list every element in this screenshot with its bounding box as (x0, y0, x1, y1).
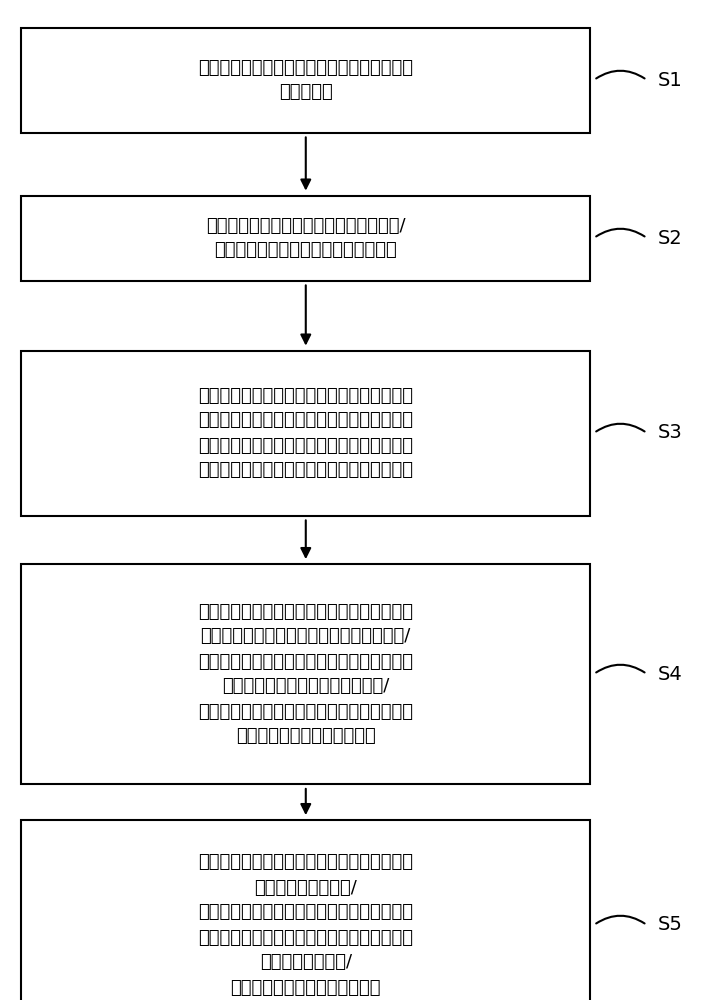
Bar (21, 820, 590, 1000)
Text: S5: S5 (658, 916, 682, 934)
Text: 根据发动机模型和变速箱模型建立动力总成硬
点参数模板: 根据发动机模型和变速箱模型建立动力总成硬 点参数模板 (198, 58, 414, 102)
Bar (21, 351, 590, 516)
Text: S4: S4 (658, 664, 682, 684)
Bar (21, 27, 590, 132)
Text: 将动力总成硬点参数模板与动力总成数据关联
，以实现动力总成硬点参数模板与驱动轴校核
模板的联动，或者实现动力总成硬点参数模板
与驱动轴校核模板以及传动轴校核模板: 将动力总成硬点参数模板与动力总成数据关联 ，以实现动力总成硬点参数模板与驱动轴校… (198, 386, 414, 480)
Text: 将预设的动力总成硬点参数化文件输入动力总
成硬点参数模板，进行动力总成的校核，和/
或将预设的驱动轴参数化文件输入所述驱动轴
校核模板，进行驱动轴的校核，和/
: 将预设的动力总成硬点参数化文件输入动力总 成硬点参数模板，进行动力总成的校核，和… (198, 602, 414, 746)
Text: 根据驱动轴模型建立驱动轴校核模板，和/
或根据传动轴模型建立传动轴校核模板: 根据驱动轴模型建立驱动轴校核模板，和/ 或根据传动轴模型建立传动轴校核模板 (206, 217, 406, 259)
Text: S1: S1 (658, 70, 682, 90)
Text: S3: S3 (658, 424, 682, 442)
Text: 根据校核结果进行动力总成硬点参数化文件、
驱动轴参数化文件和/
或传动轴参数化文件的参数调整，并最终确定
满足设计要求的动力总成硬点参数化文件、驱
动轴参数化文: 根据校核结果进行动力总成硬点参数化文件、 驱动轴参数化文件和/ 或传动轴参数化文… (198, 854, 414, 996)
Text: S2: S2 (658, 229, 682, 247)
Bar (21, 564, 590, 784)
Bar (21, 196, 590, 280)
